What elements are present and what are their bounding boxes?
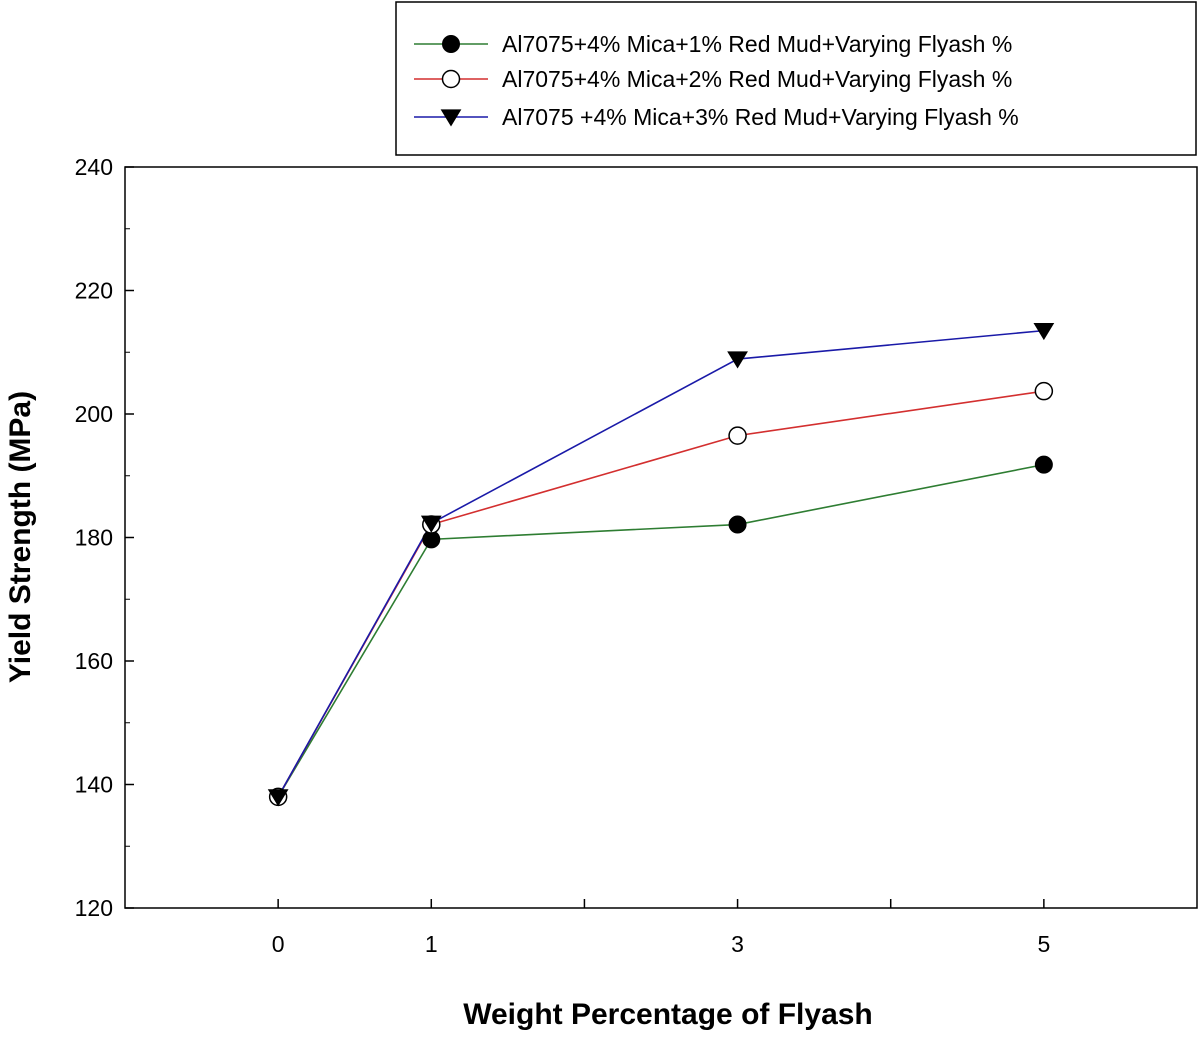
y-tick-label: 180 (75, 525, 113, 551)
series-line-3 (277, 329, 1044, 798)
legend-marker-3 (440, 109, 462, 127)
series-line-2 (277, 390, 1044, 798)
legend-marker-2 (441, 69, 461, 89)
data-point-s3 (267, 789, 289, 807)
data-point-s3 (727, 351, 748, 369)
y-tick-label: 160 (75, 648, 113, 674)
data-point-s2 (1034, 381, 1054, 401)
y-tick-label: 120 (75, 895, 113, 921)
series-line-1 (277, 463, 1045, 798)
y-axis: 120 140 160 180 200 220 240 (75, 154, 134, 921)
data-point-s3 (420, 515, 442, 533)
x-axis: 0 1 3 5 (272, 899, 1050, 957)
legend-marker-1 (442, 35, 460, 53)
legend-label-2: Al7075+4% Mica+2% Red Mud+Varying Flyash… (502, 66, 1012, 92)
x-tick-label: 3 (731, 931, 744, 957)
y-tick-label: 200 (75, 401, 113, 427)
data-point-s2 (728, 426, 747, 445)
legend-label-1: Al7075+4% Mica+1% Red Mud+Varying Flyash… (502, 31, 1012, 57)
y-tick-label: 240 (75, 154, 113, 180)
data-point-s1 (728, 515, 747, 534)
y-tick-label: 220 (75, 278, 113, 304)
x-tick-label: 0 (272, 931, 285, 957)
y-axis-title: Yield Strength (MPa) (4, 391, 37, 683)
series-markers (267, 323, 1055, 807)
x-tick-label: 5 (1037, 931, 1050, 957)
legend: Al7075+4% Mica+1% Red Mud+Varying Flyash… (395, 1, 1197, 156)
x-tick-label: 1 (425, 931, 438, 957)
x-axis-title: Weight Percentage of Flyash (463, 998, 873, 1031)
data-point-s3 (1033, 323, 1055, 341)
legend-label-3: Al7075 +4% Mica+3% Red Mud+Varying Flyas… (502, 104, 1019, 130)
data-point-s1 (1034, 455, 1053, 474)
legend-box (395, 1, 1197, 156)
series-lines (277, 329, 1045, 798)
y-tick-label: 140 (75, 772, 113, 798)
